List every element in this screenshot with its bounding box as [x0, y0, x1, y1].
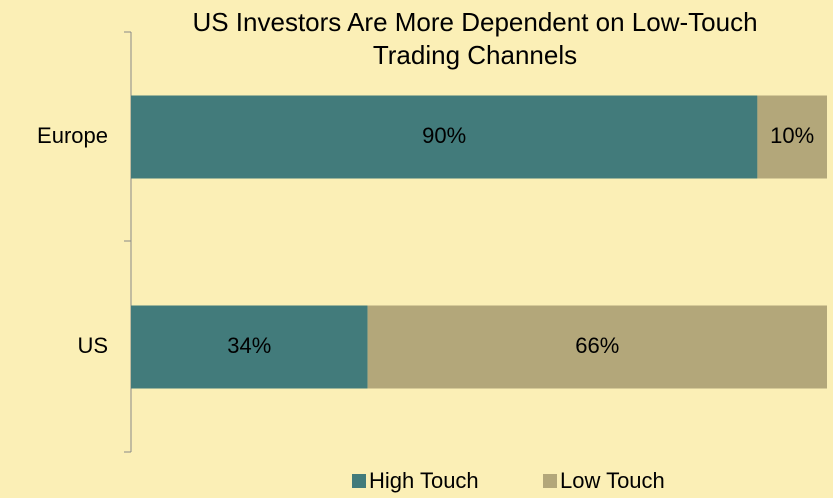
- data-label: 90%: [422, 123, 466, 148]
- data-label: 66%: [575, 333, 619, 358]
- chart-title: US Investors Are More Dependent on Low-T…: [192, 7, 758, 70]
- bar-segment: [757, 95, 827, 179]
- y-tick-label: Europe: [37, 123, 108, 148]
- data-label: 34%: [227, 333, 271, 358]
- bar-segment: [131, 305, 368, 389]
- legend-label: Low Touch: [560, 468, 665, 493]
- legend-swatch: [352, 474, 366, 488]
- bar-segment: [367, 305, 827, 389]
- legend-swatch: [543, 474, 557, 488]
- bar-segment: [131, 95, 758, 179]
- legend-label: High Touch: [369, 468, 479, 493]
- y-tick-label: US: [77, 333, 108, 358]
- data-label: 10%: [770, 123, 814, 148]
